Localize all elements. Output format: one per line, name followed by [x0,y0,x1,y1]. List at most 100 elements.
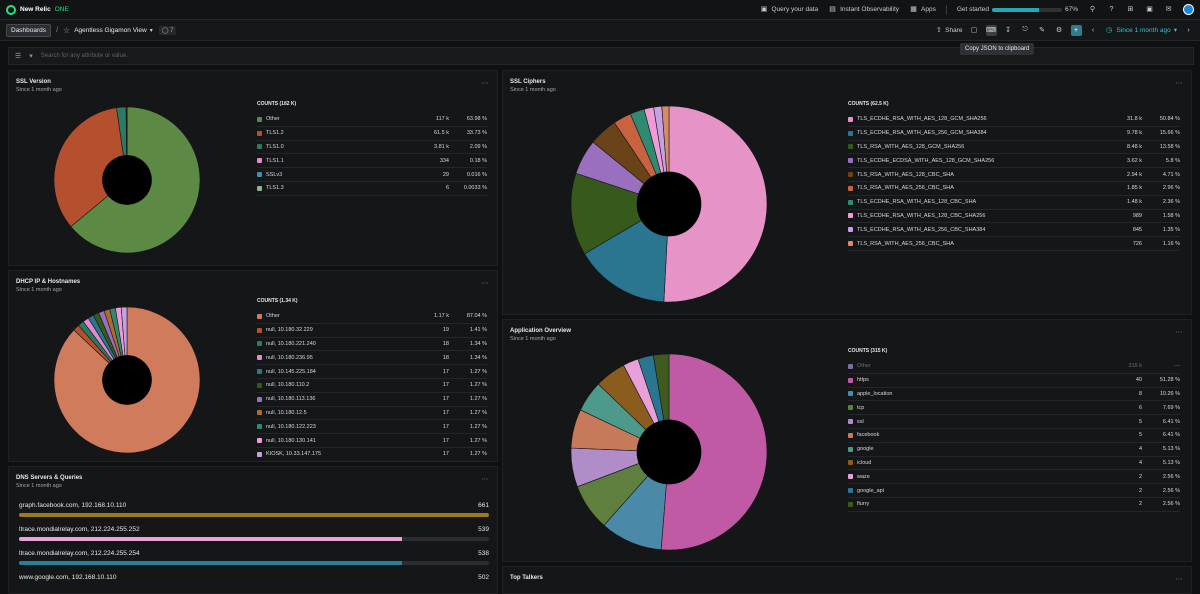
legend-row[interactable]: https 40 51.28 % [848,374,1180,388]
legend-percent: 1.27 % [469,396,487,403]
legend-row[interactable]: TLS_RSA_WITH_AES_128_CBC_SHA 2.94 k 4.71 % [848,168,1180,182]
legend-count: 989 [1132,212,1142,219]
export-icon[interactable]: ⎋ [1022,26,1028,33]
grid-menu-icon[interactable]: ⊞ [1127,6,1134,13]
legend-row[interactable]: null, 10.180.110.2 17 1.27 % [257,379,487,393]
widget-menu-icon[interactable]: ⋯ [1175,576,1183,583]
legend-row[interactable]: TLS1.0 3.81 k 2.09 % [257,141,487,155]
dns-bar-label: ltrace.mondialrelay.com, 212.224.255.252… [19,526,489,533]
chevron-right-icon[interactable]: › [1187,26,1190,34]
legend-name: google_api [857,487,884,494]
dns-bar-item[interactable]: graph.facebook.com, 192.168.10.110 661 [19,502,489,517]
filter-icon[interactable]: ☰ [15,53,22,60]
legend-row[interactable]: TLS_ECDHE_RSA_WITH_AES_128_CBC_SHA 1.48 k… [848,196,1180,210]
user-avatar[interactable] [1183,4,1194,15]
legend-percent: 13.58 % [1159,143,1180,150]
copy-json-icon[interactable]: ⌨ [985,24,997,36]
add-widget-button[interactable]: + [1070,24,1082,36]
search-icon[interactable]: ⚲ [1089,6,1096,13]
legend-row-other[interactable]: Other 315 k — [848,360,1180,374]
help-icon[interactable]: ? [1109,6,1114,13]
time-picker[interactable]: ◷ Since 1 month ago ▾ [1105,26,1177,35]
legend-row[interactable]: TLS_RSA_WITH_AES_256_CBC_SHA 1.85 k 2.96 % [848,182,1180,196]
query-your-data-link[interactable]: ▣ Query your data [760,5,818,14]
tag-count-badge[interactable]: ◯ 7 [158,25,177,35]
donut-slice-0[interactable] [660,354,767,550]
widget-subtitle: Since 1 month ago [510,336,556,342]
legend-row[interactable]: TLS_RSA_WITH_AES_256_CBC_SHA 726 1.16 % [848,237,1180,251]
legend-name: TLS_ECDHE_ECDSA_WITH_AES_128_GCM_SHA256 [857,157,995,164]
download-icon[interactable]: ↧ [1005,27,1011,34]
legend-row[interactable]: ssl 5 6.41 % [848,415,1180,429]
chevron-left-icon[interactable]: ‹ [1091,26,1095,34]
dns-bar-item[interactable]: ltrace.mondialrelay.com, 212.224.255.254… [19,550,489,565]
legend-row[interactable]: null, 10.145.225.184 17 1.27 % [257,365,487,379]
clock-icon: ◷ [1105,26,1113,34]
legend-row[interactable]: TLS_ECDHE_RSA_WITH_AES_256_CBC_SHA384 845… [848,223,1180,238]
widget-menu-icon[interactable]: ⋯ [481,280,489,287]
legend-header: COUNTS (1.34 K) [257,298,298,304]
legend-name: TLS1.2 [266,130,284,137]
widget-menu-icon[interactable]: ⋯ [481,476,489,483]
new-relic-logo[interactable]: New Relic ONE [6,4,69,15]
tv-mode-icon[interactable]: ▢ [970,27,978,34]
legend-row[interactable]: TLS_ECDHE_RSA_WITH_AES_128_GCM_SHA256 31.… [848,113,1180,127]
legend-row[interactable]: null, 10.180.130.141 17 1.27 % [257,434,487,448]
get-started-progress[interactable]: Get started 67% [957,6,1078,13]
filter-search-input[interactable]: Search for any attribute or value. [40,53,128,59]
legend-count: 17 [442,396,449,403]
donut-slice-2[interactable] [571,172,670,255]
legend-row[interactable]: facebook 5 6.41 % [848,429,1180,443]
favorite-star-icon[interactable]: ☆ [63,25,71,35]
legend-row[interactable]: TLS_ECDHE_ECDSA_WITH_AES_128_GCM_SHA256 3… [848,154,1180,169]
legend-row[interactable]: null, 10.180.32.229 19 1.41 % [257,324,487,338]
legend-swatch [257,369,262,375]
legend-row[interactable]: flurry 2 2.56 % [848,498,1180,512]
legend-row[interactable]: apple_location 8 10.26 % [848,388,1180,402]
chevron-down-icon[interactable]: ▾ [149,27,153,34]
filter-bar[interactable]: ☰ ▾ Search for any attribute or value. [8,47,1194,65]
settings-gear-icon[interactable]: ⚙ [1055,27,1063,34]
legend-row[interactable]: TLS1.1 334 0.18 % [257,154,487,169]
dns-bar-item[interactable]: www.google.com, 192.168.10.110 502 [19,574,489,581]
legend-row[interactable]: google_api 2 2.56 % [848,484,1180,498]
legend-row[interactable]: TLS1.2 61.5 k 33.73 % [257,127,487,141]
legend-row[interactable]: TLS1.3 6 0.0033 % [257,182,487,196]
legend-row[interactable]: null, 10.180.221.240 18 1.34 % [257,338,487,352]
legend-row[interactable]: TLS_RSA_WITH_AES_128_GCM_SHA256 8.48 k 13.… [848,141,1180,155]
legend-row[interactable]: KIOSK, 10.33.147.175 17 1.27 % [257,448,487,462]
apps-link[interactable]: ▦ Apps [909,5,936,14]
legend-row[interactable]: TLS_ECDHE_RSA_WITH_AES_128_CBC_SHA256 989… [848,210,1180,224]
share-button[interactable]: ⇧ Share [934,26,963,35]
legend-row[interactable]: icloud 4 5.13 % [848,457,1180,471]
legend-count: 1.85 k [1127,185,1142,192]
legend-row[interactable]: Other 1.17 k 87.04 % [257,310,487,324]
legend-row[interactable]: null, 10.180.236.95 18 1.34 % [257,351,487,366]
donut-slice-1[interactable] [54,107,128,228]
legend-row[interactable]: null, 10.180.12.5 17 1.27 % [257,407,487,421]
legend-row[interactable]: null, 10.180.122.223 17 1.27 % [257,420,487,435]
widget-menu-icon[interactable]: ⋯ [1175,80,1183,87]
bookmark-icon[interactable]: ▣ [1146,6,1153,13]
dashboard-title[interactable]: Agentless Gigamon View [74,26,147,34]
instant-observability-link[interactable]: ▤ Instant Observability [828,5,899,14]
legend-row[interactable]: waze 2 2.56 % [848,470,1180,485]
legend-percent: — [1174,363,1181,370]
legend-row[interactable]: TLS_ECDHE_RSA_WITH_AES_256_GCM_SHA384 9.7… [848,127,1180,141]
dns-bar-item[interactable]: ltrace.mondialrelay.com, 212.224.255.252… [19,526,489,541]
donut-slice-0[interactable] [663,106,767,302]
legend-row[interactable]: SSLv3 29 0.016 % [257,168,487,182]
widget-menu-icon[interactable]: ⋯ [1175,329,1183,336]
legend-row[interactable]: tcp 6 7.69 % [848,401,1180,416]
dns-bar-value: 538 [478,550,489,557]
legend-swatch [848,213,853,219]
notifications-icon[interactable]: ✉ [1165,6,1172,13]
edit-pencil-icon[interactable]: ✎ [1039,27,1045,34]
legend-row[interactable]: null, 10.180.113.136 17 1.27 % [257,393,487,407]
widget-menu-icon[interactable]: ⋯ [481,80,489,87]
legend-row[interactable]: Other 117 k 63.98 % [257,113,487,127]
legend-row[interactable]: google 4 5.13 % [848,443,1180,457]
dashboards-breadcrumb[interactable]: Dashboards [6,23,52,37]
legend-swatch [257,158,262,164]
filter-chevron-icon[interactable]: ▾ [29,53,33,60]
